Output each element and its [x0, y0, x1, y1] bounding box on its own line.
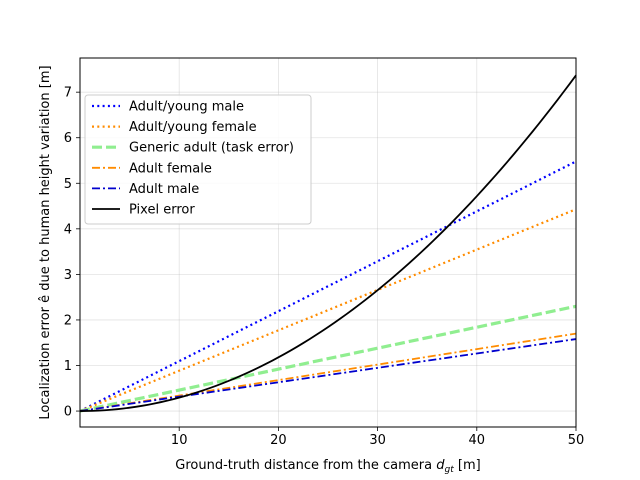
- y-tick-label: 4: [64, 222, 72, 237]
- y-tick-label: 7: [64, 86, 72, 101]
- legend-frame: [84, 94, 312, 225]
- series-line-3: [79, 304, 577, 413]
- y-tick-label: 1: [64, 359, 72, 374]
- legend-label: Adult male: [129, 182, 199, 197]
- y-tick-label: 6: [64, 131, 72, 146]
- legend-label: Adult female: [129, 161, 212, 176]
- legend-label: Adult/young male: [129, 100, 244, 115]
- legend: Adult/young male Adult/young female Generi…: [84, 94, 312, 225]
- legend-label: Pixel error: [129, 203, 195, 218]
- x-tick-label: 10: [171, 433, 188, 448]
- series-lines: [79, 74, 577, 413]
- legend-label: Adult/young female: [129, 120, 257, 135]
- x-tick-label: 50: [568, 433, 585, 448]
- x-axis: 10 20 30 40 50: [171, 427, 584, 448]
- legend-label: Generic adult (task error): [129, 141, 294, 156]
- plot-frame: [79, 57, 577, 428]
- x-axis-label: Ground-truth distance from the camera dg…: [175, 458, 480, 475]
- y-tick-label: 5: [64, 177, 72, 192]
- series-line-1: [79, 160, 577, 413]
- y-tick-label: 2: [64, 313, 72, 328]
- x-tick-label: 20: [270, 433, 287, 448]
- y-tick-label: 0: [64, 405, 72, 420]
- y-axis-label: Localization error ê due to human height…: [38, 65, 53, 419]
- x-tick-label: 40: [469, 433, 486, 448]
- series-line-6: [79, 74, 577, 412]
- y-axis: 0 1 2 3 4 5 6 7: [64, 86, 80, 420]
- x-tick-label: 30: [369, 433, 386, 448]
- series-line-4: [79, 332, 577, 412]
- series-line-2: [79, 208, 577, 413]
- series-line-5: [79, 338, 577, 412]
- y-tick-label: 3: [64, 268, 72, 283]
